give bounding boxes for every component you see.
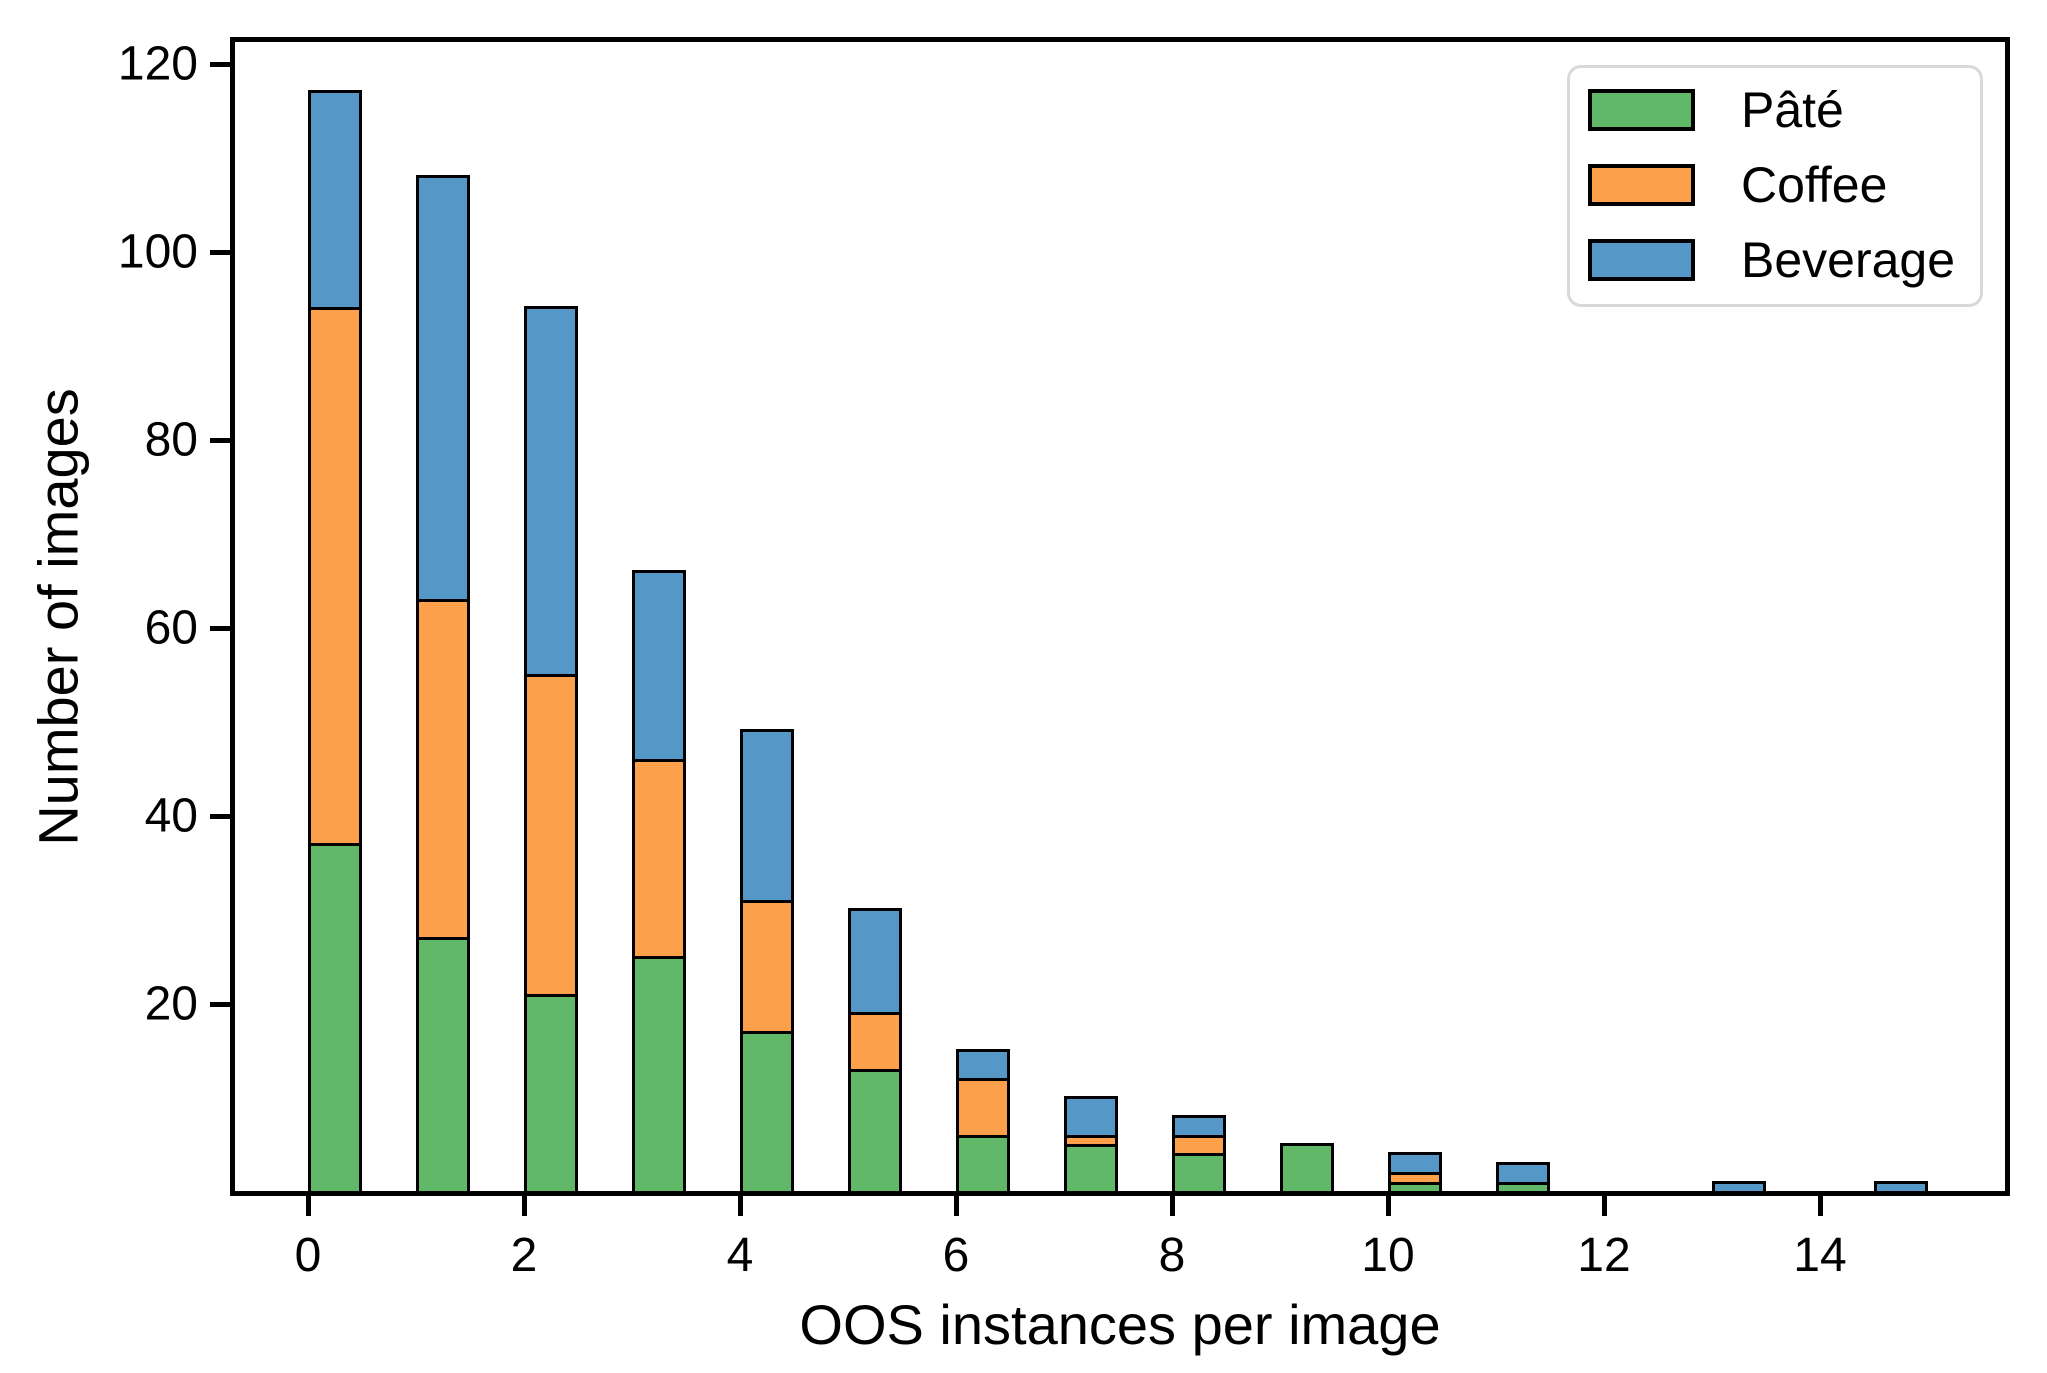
bar-segment-beverage-x6 (956, 1049, 1010, 1082)
bar-segment-pt-x9 (1280, 1143, 1334, 1194)
bar-segment-beverage-x4 (740, 729, 794, 903)
legend-swatch-pt (1588, 89, 1695, 131)
bar-segment-coffee-x3 (632, 757, 686, 959)
bar-segment-coffee-x2 (524, 673, 578, 997)
bar-segment-beverage-x13 (1712, 1180, 1766, 1194)
bar-segment-beverage-x7 (1064, 1096, 1118, 1138)
legend-label-beverage: Beverage (1741, 232, 1956, 288)
bar-segment-coffee-x5 (848, 1011, 902, 1072)
x-tick-label-8: 8 (1158, 1229, 1186, 1282)
y-tick-label-120: 120 (117, 37, 198, 91)
y-tick-mark-40 (210, 813, 230, 819)
y-tick-mark-80 (210, 437, 230, 443)
legend-swatch-beverage (1588, 239, 1695, 281)
y-tick-mark-20 (210, 1001, 230, 1007)
y-tick-label-40: 40 (144, 789, 198, 843)
x-tick-mark-0 (305, 1196, 311, 1216)
x-tick-label-6: 6 (942, 1229, 970, 1282)
bar-segment-coffee-x6 (956, 1077, 1010, 1138)
x-tick-mark-14 (1817, 1196, 1823, 1216)
bar-segment-beverage-x1 (416, 174, 470, 602)
bar-segment-beverage-x3 (632, 569, 686, 762)
x-tick-label-2: 2 (510, 1229, 538, 1282)
bar-segment-coffee-x1 (416, 597, 470, 941)
bar-segment-coffee-x0 (308, 306, 362, 847)
y-tick-mark-120 (210, 61, 230, 67)
y-tick-label-20: 20 (144, 977, 198, 1031)
bar-segment-beverage-x15 (1874, 1180, 1928, 1194)
y-tick-label-100: 100 (117, 225, 198, 279)
x-tick-mark-2 (521, 1196, 527, 1216)
x-tick-mark-12 (1601, 1196, 1607, 1216)
x-tick-mark-8 (1169, 1196, 1175, 1216)
x-tick-label-14: 14 (1793, 1229, 1847, 1282)
bar-segment-pt-x0 (308, 842, 362, 1194)
bar-segment-beverage-x11 (1496, 1161, 1550, 1185)
legend-item-coffee: Coffee (1588, 157, 1887, 213)
y-tick-label-80: 80 (144, 413, 198, 467)
bar-segment-pt-x4 (740, 1030, 794, 1194)
bar-segment-pt-x6 (956, 1133, 1010, 1194)
x-tick-label-10: 10 (1361, 1229, 1415, 1282)
x-tick-mark-6 (953, 1196, 959, 1216)
x-axis-label: OOS instances per image (799, 1293, 1441, 1356)
bar-segment-pt-x1 (416, 936, 470, 1194)
bar-segment-pt-x8 (1172, 1152, 1226, 1194)
bar-segment-beverage-x10 (1388, 1152, 1442, 1176)
x-tick-label-12: 12 (1577, 1229, 1631, 1282)
bar-segment-beverage-x8 (1172, 1114, 1226, 1138)
bar-segment-beverage-x0 (308, 90, 362, 311)
legend-swatch-coffee (1588, 164, 1695, 206)
y-axis-label: Number of images (26, 387, 90, 846)
legend-item-pt: Pâté (1588, 82, 1844, 138)
y-tick-label-60: 60 (144, 601, 198, 655)
x-tick-mark-4 (737, 1196, 743, 1216)
legend: Pâté Coffee Beverage (1567, 65, 1983, 307)
bar-segment-pt-x2 (524, 992, 578, 1194)
x-tick-label-0: 0 (294, 1229, 322, 1282)
legend-label-pt: Pâté (1741, 82, 1844, 138)
bar-segment-pt-x3 (632, 955, 686, 1194)
bar-segment-pt-x7 (1064, 1143, 1118, 1194)
bar-segment-coffee-x4 (740, 898, 794, 1035)
bar-segment-beverage-x5 (848, 908, 902, 1016)
y-tick-mark-100 (210, 249, 230, 255)
bar-segment-beverage-x2 (524, 306, 578, 677)
legend-label-coffee: Coffee (1741, 157, 1888, 213)
x-tick-label-4: 4 (726, 1229, 754, 1282)
legend-item-beverage: Beverage (1588, 232, 1955, 288)
x-tick-mark-10 (1385, 1196, 1391, 1216)
y-tick-mark-60 (210, 625, 230, 631)
bar-segment-pt-x5 (848, 1067, 902, 1194)
